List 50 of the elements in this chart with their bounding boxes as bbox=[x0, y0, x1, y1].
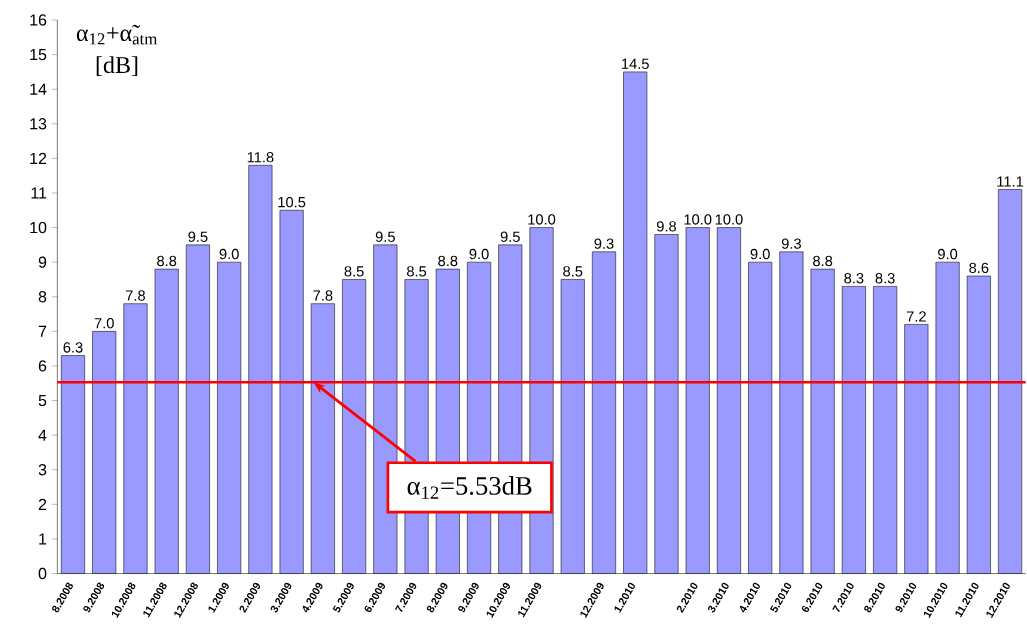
data-label: 7.2 bbox=[906, 311, 926, 322]
data-label: 9.0 bbox=[219, 248, 239, 260]
data-label: 6.3 bbox=[63, 342, 83, 353]
y-axis-title: α$_{12}$+α̃$_{atm}$ [dB] bbox=[76, 24, 158, 77]
data-label: 9.0 bbox=[469, 248, 489, 260]
y-tick-label: 16 bbox=[30, 14, 47, 26]
data-label: 14.5 bbox=[622, 58, 649, 69]
data-label: 10.0 bbox=[684, 214, 712, 225]
y-tick-label: 13 bbox=[30, 118, 47, 130]
data-label: 8.3 bbox=[844, 272, 864, 284]
y-tick-label: 1 bbox=[39, 533, 47, 545]
data-label: 8.6 bbox=[969, 262, 989, 273]
data-label: 8.3 bbox=[875, 272, 895, 284]
data-label: 11.1 bbox=[997, 176, 1024, 187]
y-tick-label: 2 bbox=[38, 498, 47, 510]
y-tick-label: 12 bbox=[30, 152, 47, 164]
data-label: 9.5 bbox=[375, 231, 395, 242]
data-label: 7.0 bbox=[94, 317, 114, 329]
data-label: 10.5 bbox=[278, 196, 306, 208]
ref-line-label: α$_{12}$=5.53dB bbox=[407, 476, 532, 499]
data-label: 8.5 bbox=[563, 266, 583, 277]
y-tick-label: 5 bbox=[38, 394, 47, 407]
data-label: 9.5 bbox=[188, 231, 208, 242]
data-label: 8.8 bbox=[438, 255, 458, 267]
data-label: 8.8 bbox=[813, 255, 833, 267]
data-label: 9.3 bbox=[594, 238, 614, 249]
data-label: 10.0 bbox=[715, 214, 743, 225]
y-tick-label: 14 bbox=[30, 83, 47, 95]
data-label: 9.0 bbox=[750, 248, 770, 260]
data-label: 9.8 bbox=[656, 221, 677, 232]
data-label: 9.0 bbox=[938, 248, 958, 260]
y-tick-label: 8 bbox=[38, 291, 47, 303]
data-label: 10.0 bbox=[528, 214, 556, 225]
data-label: 9.5 bbox=[500, 231, 520, 242]
y-tick-label: 7 bbox=[38, 325, 47, 337]
y-tick-label: 6 bbox=[38, 360, 47, 372]
y-tick-label: 10 bbox=[30, 221, 47, 234]
data-label: 7.8 bbox=[126, 290, 145, 301]
y-tick-label: 15 bbox=[30, 48, 47, 61]
y-tick-label: 4 bbox=[38, 429, 47, 441]
data-label: 7.8 bbox=[313, 290, 333, 301]
data-label: 8.5 bbox=[344, 266, 364, 277]
data-label: 8.5 bbox=[407, 266, 427, 277]
y-tick-label: 11 bbox=[31, 187, 47, 199]
y-tick-label: 0 bbox=[38, 567, 47, 580]
data-label: 8.8 bbox=[157, 255, 177, 267]
data-label: 11.8 bbox=[247, 151, 274, 163]
y-tick-label: 9 bbox=[38, 256, 47, 268]
data-label: 9.3 bbox=[781, 238, 801, 249]
y-tick-label: 3 bbox=[38, 463, 47, 476]
